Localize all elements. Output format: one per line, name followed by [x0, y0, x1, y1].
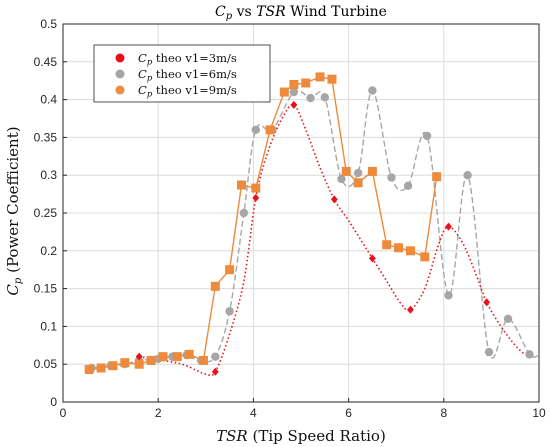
- legend: Cp theo v1=3m/s Cp theo v1=6m/s Cp theo …: [93, 44, 271, 103]
- data-point-square: [327, 74, 337, 84]
- legend-label-v9: Cp theo v1=9m/s: [138, 83, 237, 100]
- data-point-square: [184, 349, 194, 359]
- data-point-square: [289, 79, 299, 89]
- data-point-circle: [444, 291, 453, 300]
- data-point-square: [353, 178, 363, 188]
- data-point-circle: [387, 173, 396, 182]
- y-tick-label: 0.5: [40, 17, 57, 31]
- data-point-square: [279, 87, 289, 97]
- data-point-diamond: [135, 352, 143, 361]
- legend-marker-red-dot: [115, 53, 125, 63]
- x-tick-label: 0: [60, 406, 67, 420]
- x-tick-label: 2: [155, 406, 162, 420]
- data-point-circle: [211, 352, 220, 361]
- data-point-diamond: [483, 298, 491, 307]
- data-point-circle: [403, 181, 413, 190]
- data-point-square: [432, 172, 442, 182]
- y-tick-label: 0.45: [34, 55, 58, 69]
- y-tick-label: 0.3: [40, 168, 57, 182]
- y-tick-label: 0.15: [34, 282, 58, 296]
- data-point-square: [134, 359, 144, 369]
- data-point-square: [96, 363, 106, 373]
- data-point-diamond: [330, 195, 338, 204]
- data-point-circle: [239, 208, 249, 218]
- axis-ticks: 0 2 4 6 8 10 0 0.05 0.1 0.15 0.2 0.25 0.3 0.35 0.4 0.45…: [34, 17, 546, 420]
- data-point-diamond: [445, 222, 452, 231]
- data-point-circle: [422, 131, 432, 141]
- data-point-circle: [463, 171, 472, 180]
- data-point-square: [158, 352, 168, 362]
- data-point-circle: [225, 307, 234, 316]
- x-tick-label: 6: [345, 406, 352, 420]
- data-point-square: [251, 183, 261, 193]
- data-point-square: [108, 361, 118, 371]
- x-tick-label: 8: [440, 406, 447, 420]
- y-tick-label: 0.2: [40, 244, 57, 258]
- legend-label-v3: Cp theo v1=3m/s: [138, 51, 237, 68]
- data-point-circle: [306, 93, 315, 103]
- y-tick-label: 0.1: [40, 319, 57, 333]
- legend-marker-gray-dot: [115, 69, 125, 79]
- data-point-square: [420, 252, 430, 262]
- data-point-circle: [251, 125, 260, 135]
- x-tick-label: 10: [532, 406, 546, 420]
- data-point-square: [146, 355, 156, 365]
- y-tick-label: 0.4: [40, 93, 57, 107]
- data-point-square: [341, 166, 351, 176]
- legend-marker-orange-dot: [115, 85, 125, 95]
- x-axis-label: TSR (Tip Speed Ratio): [216, 427, 386, 445]
- series-line-0: [139, 103, 526, 377]
- data-point-square: [394, 243, 404, 253]
- data-point-square: [367, 166, 377, 176]
- y-tick-label: 0.35: [34, 130, 58, 144]
- data-point-circle: [353, 168, 363, 178]
- data-point-square: [405, 246, 415, 256]
- data-point-circle: [320, 93, 329, 102]
- data-point-square: [301, 78, 311, 88]
- data-point-square: [198, 355, 208, 365]
- data-point-circle: [368, 86, 377, 95]
- data-point-square: [382, 240, 392, 250]
- legend-entry-v3: Cp theo v1=3m/s: [115, 51, 237, 68]
- y-tick-label: 0: [50, 395, 57, 409]
- y-tick-label: 0.05: [34, 357, 58, 371]
- series-line-2: [89, 76, 438, 371]
- data-point-square: [265, 125, 275, 135]
- data-point-square: [315, 72, 325, 82]
- data-point-circle: [289, 87, 299, 97]
- y-axis-label: Cp (Power Coefficient): [4, 126, 24, 295]
- data-point-diamond: [369, 254, 376, 263]
- data-point-square: [225, 265, 235, 275]
- data-point-circle: [503, 314, 513, 324]
- data-point-circle: [525, 350, 534, 359]
- series-markers: [84, 72, 534, 376]
- data-point-square: [120, 358, 130, 368]
- data-point-square: [172, 352, 182, 362]
- data-point-diamond: [290, 100, 298, 109]
- x-tick-label: 4: [250, 406, 257, 420]
- data-point-diamond: [252, 193, 260, 202]
- legend-entry-v9: Cp theo v1=9m/s: [115, 83, 237, 100]
- data-point-square: [237, 180, 246, 190]
- series-curves: [89, 76, 540, 377]
- data-point-diamond: [211, 367, 219, 376]
- chart-title: Cp vs TSR Wind Turbine: [215, 4, 387, 22]
- data-point-circle: [484, 347, 494, 357]
- data-point-square: [84, 364, 94, 374]
- legend-entry-v6: Cp theo v1=6m/s: [115, 67, 237, 84]
- y-tick-label: 0.25: [34, 206, 58, 220]
- data-point-diamond: [407, 305, 414, 314]
- legend-label-v6: Cp theo v1=6m/s: [138, 67, 237, 84]
- data-point-square: [210, 281, 220, 291]
- data-point-circle: [337, 174, 346, 184]
